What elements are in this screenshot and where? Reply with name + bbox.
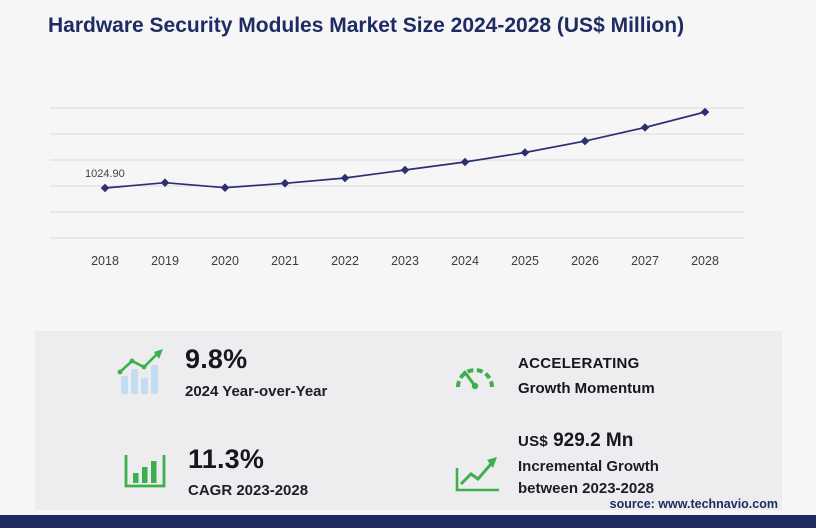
data-point-marker [580, 136, 590, 146]
x-axis-label: 2027 [631, 254, 659, 268]
x-axis-label: 2025 [511, 254, 539, 268]
market-size-line [104, 111, 706, 189]
incremental-growth-line2: between 2023-2028 [518, 480, 654, 497]
cagr-label: CAGR 2023-2028 [188, 482, 309, 499]
x-axis-label: 2018 [91, 254, 119, 268]
x-axis-label: 2028 [691, 254, 719, 268]
data-point-marker [160, 178, 170, 187]
data-point-marker [460, 157, 470, 167]
data-point-marker [100, 183, 110, 193]
data-point-label: 1024.90 [85, 168, 125, 180]
x-axis-label: 2023 [391, 254, 419, 268]
market-size-line-chart: 1024.90 2018 2019 2020 2021 2022 2023 2024 2025 2… [50, 95, 750, 280]
line-chart-svg: 1024.90 2018 2019 2020 2021 2022 2023 2024 2025 2… [50, 107, 745, 268]
data-point-marker [220, 183, 230, 192]
momentum-line2: Growth Momentum [518, 380, 655, 397]
x-axis-label: 2024 [451, 254, 479, 268]
yoy-growth-label: 2024 Year-over-Year [185, 383, 328, 400]
data-point-marker [640, 123, 650, 132]
x-axis-label: 2021 [271, 254, 299, 268]
incremental-growth-icon [455, 457, 499, 492]
data-point-marker [520, 148, 530, 157]
incremental-growth-line1: Incremental Growth [518, 458, 659, 475]
x-axis-label: 2022 [331, 254, 359, 268]
page-title: Hardware Security Modules Market Size 20… [48, 14, 685, 37]
bottom-navy-bar [0, 515, 816, 528]
stats-card [35, 331, 782, 510]
gauge-icon [456, 368, 494, 390]
momentum-line1: ACCELERATING [518, 355, 640, 372]
incremental-growth-value: US$ 929.2 Mn [518, 430, 633, 452]
yoy-growth-value: 9.8% [185, 344, 248, 374]
data-point-marker [700, 107, 710, 117]
data-point-marker [400, 165, 410, 175]
x-axis-label: 2019 [151, 254, 179, 268]
cagr-bar-chart-icon [124, 455, 166, 488]
bar-line-growth-icon [117, 349, 163, 394]
cagr-value: 11.3% [188, 444, 265, 474]
incremental-growth-amount: 929.2 Mn [553, 430, 634, 451]
incremental-growth-currency: US$ [518, 433, 549, 450]
x-axis-label: 2026 [571, 254, 599, 268]
x-axis-label: 2020 [211, 254, 239, 268]
source-attribution: source: www.technavio.com [609, 497, 778, 511]
data-point-marker [340, 173, 350, 183]
